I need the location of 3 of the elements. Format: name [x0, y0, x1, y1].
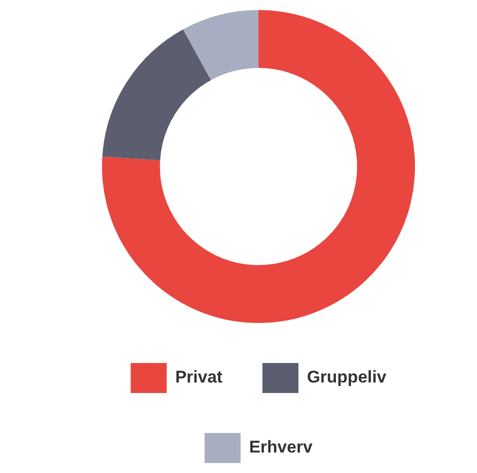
legend-label: Privat — [175, 368, 223, 387]
legend-label: Gruppeliv — [306, 368, 387, 387]
legend-label: Erhverv — [249, 438, 313, 457]
